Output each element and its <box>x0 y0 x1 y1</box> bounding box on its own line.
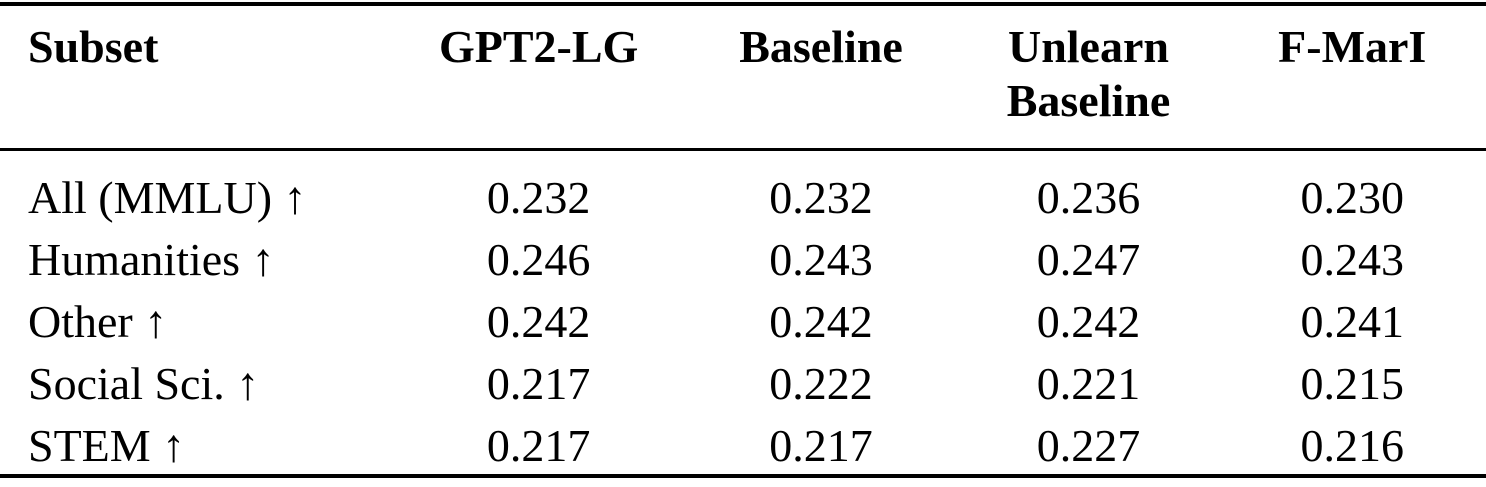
value-cell: 0.241 <box>1300 295 1405 347</box>
value-cell: 0.217 <box>769 419 873 471</box>
column-header-subset: Subset <box>28 21 159 72</box>
value-cell: 0.246 <box>486 233 591 285</box>
value-cell: 0.243 <box>1300 233 1405 285</box>
value-cell: 0.242 <box>1036 295 1141 347</box>
value-cell: 0.242 <box>769 295 873 347</box>
table-row-social-sci: Social Sci. ↑ 0.217 0.222 0.221 0.215 <box>0 352 1486 414</box>
row-label: STEM ↑ <box>28 419 186 471</box>
value-cell: 0.217 <box>486 357 591 409</box>
row-label: Social Sci. ↑ <box>28 357 260 409</box>
value-cell: 0.221 <box>1036 357 1141 409</box>
column-header-f-mari: F-MarI <box>1278 21 1427 72</box>
value-cell: 0.230 <box>1300 171 1405 223</box>
table-header-rule <box>0 148 1486 151</box>
table-row-other: Other ↑ 0.242 0.242 0.242 0.241 <box>0 290 1486 352</box>
results-table: Subset GPT2-LG Baseline Unlearn Baseline… <box>0 6 1486 476</box>
row-label: All (MMLU) ↑ <box>28 171 307 223</box>
row-label: Other ↑ <box>28 295 168 347</box>
value-cell: 0.227 <box>1036 419 1141 471</box>
value-cell: 0.217 <box>486 419 591 471</box>
value-cell: 0.236 <box>1036 171 1141 223</box>
value-cell: 0.215 <box>1300 357 1405 409</box>
column-header-unlearn-baseline: Unlearn Baseline <box>958 6 1218 148</box>
table-row-stem: STEM ↑ 0.217 0.217 0.227 0.216 <box>0 414 1486 476</box>
value-cell: 0.222 <box>769 357 873 409</box>
value-cell: 0.232 <box>486 171 591 223</box>
table-row-humanities: Humanities ↑ 0.246 0.243 0.247 0.243 <box>0 228 1486 290</box>
value-cell: 0.242 <box>486 295 591 347</box>
table-top-rule <box>0 2 1486 6</box>
value-cell: 0.247 <box>1036 233 1141 285</box>
value-cell: 0.232 <box>769 171 873 223</box>
value-cell: 0.216 <box>1300 419 1405 471</box>
column-header-gpt2-lg: GPT2-LG <box>438 21 639 72</box>
column-header-unlearn-baseline-label: Unlearn Baseline <box>1006 21 1171 127</box>
table-bottom-rule <box>0 474 1486 478</box>
column-header-baseline: Baseline <box>739 21 903 72</box>
value-cell: 0.243 <box>769 233 873 285</box>
row-label: Humanities ↑ <box>28 233 275 285</box>
table-row-all-mmlu: All (MMLU) ↑ 0.232 0.232 0.236 0.230 <box>0 148 1486 228</box>
table-header-row: Subset GPT2-LG Baseline Unlearn Baseline… <box>0 6 1486 148</box>
